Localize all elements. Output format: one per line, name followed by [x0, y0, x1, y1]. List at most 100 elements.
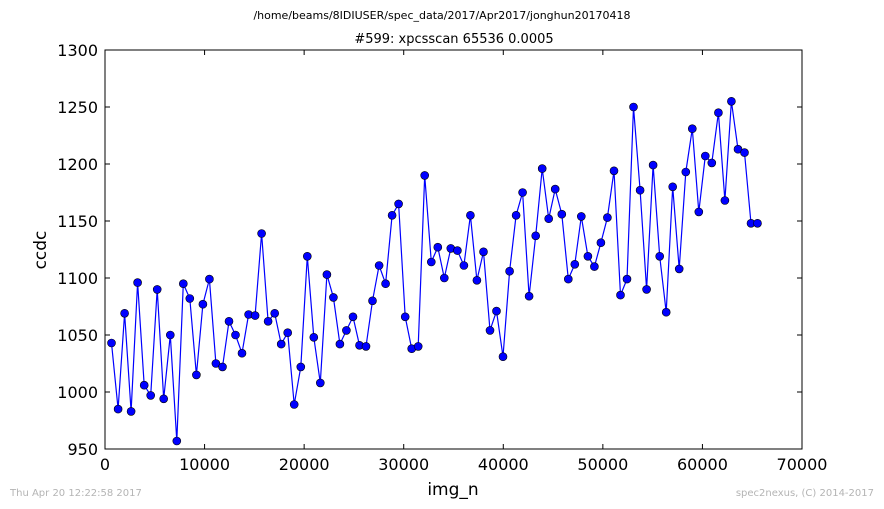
- y-tick-label: 1100: [57, 269, 98, 288]
- data-point: [511, 211, 521, 220]
- data-point: [642, 285, 651, 294]
- data-point: [687, 124, 697, 133]
- data-point: [250, 311, 260, 320]
- data-point: [342, 326, 351, 335]
- data-point: [655, 251, 665, 261]
- data-point: [472, 275, 482, 285]
- data-point: [622, 274, 632, 284]
- data-point: [387, 211, 397, 220]
- x-tick-label: 70000: [777, 455, 828, 474]
- data-point: [146, 391, 155, 400]
- data-point: [198, 299, 208, 309]
- data-point: [374, 261, 384, 270]
- data-point: [681, 167, 691, 177]
- data-point: [727, 97, 736, 106]
- data-point: [707, 158, 717, 168]
- data-point: [335, 339, 345, 349]
- data-point: [139, 380, 149, 390]
- chart-title: #599: xpcsscan 65536 0.0005: [354, 32, 553, 47]
- data-point: [218, 362, 227, 372]
- data-point: [740, 148, 749, 157]
- data-point: [603, 213, 612, 222]
- data-point: [485, 326, 495, 335]
- data-point: [753, 219, 762, 228]
- data-point: [576, 212, 586, 221]
- data-point: [166, 330, 175, 340]
- data-point: [133, 278, 142, 287]
- x-tick-label: 10000: [179, 455, 230, 474]
- data-point: [459, 261, 469, 270]
- data-point: [257, 229, 266, 238]
- data-point: [159, 394, 168, 404]
- data-point: [433, 242, 443, 252]
- x-tick-label: 0: [100, 455, 110, 474]
- data-point: [113, 404, 123, 414]
- data-point: [231, 330, 240, 340]
- data-point: [224, 316, 234, 326]
- data-point: [466, 211, 475, 220]
- data-point: [518, 188, 527, 197]
- data-point: [648, 160, 658, 170]
- x-tick-label: 20000: [279, 455, 330, 474]
- data-point: [453, 246, 462, 255]
- data-point: [557, 209, 567, 219]
- x-tick-label: 30000: [378, 455, 429, 474]
- chart-suptitle: /home/beams/8IDIUSER/spec_data/2017/Apr2…: [253, 9, 630, 22]
- data-point: [694, 207, 704, 217]
- data-point: [400, 312, 410, 322]
- data-point: [120, 308, 129, 318]
- data-point: [635, 185, 645, 195]
- data-point: [107, 338, 116, 348]
- data-point: [205, 274, 214, 284]
- footer-timestamp: Thu Apr 20 12:22:58 2017: [10, 488, 142, 499]
- data-point: [296, 362, 306, 372]
- data-point: [505, 266, 514, 276]
- data-point: [563, 274, 573, 284]
- y-tick-label: 1050: [57, 326, 98, 345]
- data-point: [179, 279, 188, 289]
- data-point: [668, 182, 678, 192]
- data-point: [544, 214, 554, 223]
- data-point: [289, 400, 299, 409]
- data-point: [126, 407, 136, 416]
- data-point: [276, 339, 286, 349]
- data-point: [420, 171, 430, 180]
- data-point: [394, 199, 403, 209]
- data-point: [263, 316, 273, 326]
- series-markers: [107, 97, 762, 446]
- data-point: [629, 102, 638, 112]
- data-point: [381, 279, 390, 289]
- data-point: [570, 259, 580, 269]
- x-tick-label: 50000: [577, 455, 628, 474]
- data-point: [550, 184, 560, 194]
- data-point: [524, 291, 534, 301]
- data-point: [172, 436, 182, 446]
- axis-ticks: [104, 49, 803, 450]
- data-point: [439, 273, 449, 283]
- y-tick-label: 1000: [57, 383, 98, 402]
- data-point: [185, 294, 195, 303]
- x-tick-label: 40000: [478, 455, 529, 474]
- data-point: [283, 328, 293, 338]
- data-point: [590, 262, 599, 271]
- data-point: [616, 290, 625, 300]
- data-point: [498, 352, 508, 362]
- data-point: [700, 151, 710, 161]
- data-point: [479, 247, 488, 257]
- data-point: [674, 264, 684, 274]
- x-axis-label: img_n: [427, 480, 478, 500]
- data-point: [237, 348, 247, 358]
- data-point: [720, 196, 730, 205]
- axis-tick-labels: 0 10000 20000 30000 40000 50000 60000 70000 950 1…: [57, 41, 827, 474]
- data-point: [492, 306, 501, 316]
- data-point: [596, 238, 606, 247]
- y-tick-label: 1200: [57, 155, 98, 174]
- y-tick-label: 1250: [57, 98, 98, 117]
- data-point: [361, 342, 371, 351]
- data-point: [661, 307, 671, 317]
- data-point: [309, 332, 319, 342]
- data-point: [426, 257, 436, 267]
- y-axis-label: ccdc: [31, 231, 51, 270]
- data-point: [368, 296, 377, 306]
